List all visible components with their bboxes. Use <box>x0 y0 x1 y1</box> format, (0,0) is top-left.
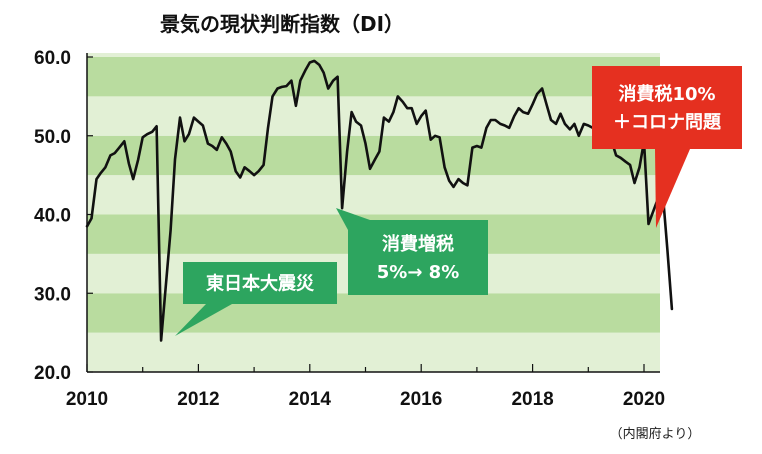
x-tick-label: 2016 <box>400 389 442 410</box>
x-tick-label: 2010 <box>66 389 108 410</box>
callout-layer: 東日本大震災 消費増税 5%→ 8% 消費税10% ＋コロナ問題 <box>175 66 742 336</box>
plot-band <box>87 332 660 372</box>
series-layer <box>85 59 674 342</box>
chart-title: 景気の現状判断指数（DI） <box>160 12 404 36</box>
plot-band <box>87 293 660 333</box>
plot-band <box>87 53 660 57</box>
di-series-line <box>85 59 674 342</box>
callout-text: 5%→ 8% <box>377 262 459 283</box>
source-note: （内閣府より） <box>610 426 701 442</box>
callout-tail <box>655 149 690 228</box>
callout-text: 消費税10% <box>618 83 715 105</box>
callout-tail <box>175 304 232 336</box>
x-tick-label: 2020 <box>623 389 665 410</box>
y-tick-label: 20.0 <box>34 363 71 384</box>
y-tick-label: 40.0 <box>34 206 71 227</box>
plot-band <box>87 135 660 176</box>
callout-text: 消費増税 <box>382 233 454 255</box>
callout-tax: 消費増税 5%→ 8% <box>336 208 488 295</box>
plot-band <box>87 57 660 97</box>
callout-box <box>348 220 488 295</box>
plot-band <box>87 175 660 215</box>
plot-band <box>87 96 660 136</box>
x-tick-label: 2014 <box>289 389 332 410</box>
callout-box <box>183 262 337 304</box>
callout-quake: 東日本大震災 <box>175 262 337 336</box>
y-tick-label: 30.0 <box>34 284 71 305</box>
x-tick-label: 2018 <box>511 389 553 410</box>
y-tick-label: 50.0 <box>34 127 71 148</box>
callout-tail <box>336 208 370 230</box>
callout-box <box>592 66 742 149</box>
axes: 20.0 30.0 40.0 50.0 60.0 2010 2012 2014 2016 2018… <box>34 48 665 410</box>
y-tick-label: 60.0 <box>34 48 71 69</box>
callout-text: 東日本大震災 <box>206 272 315 294</box>
x-tick-label: 2012 <box>177 389 219 410</box>
callout-text: ＋コロナ問題 <box>613 112 722 133</box>
callout-tax2020: 消費税10% ＋コロナ問題 <box>592 66 742 228</box>
